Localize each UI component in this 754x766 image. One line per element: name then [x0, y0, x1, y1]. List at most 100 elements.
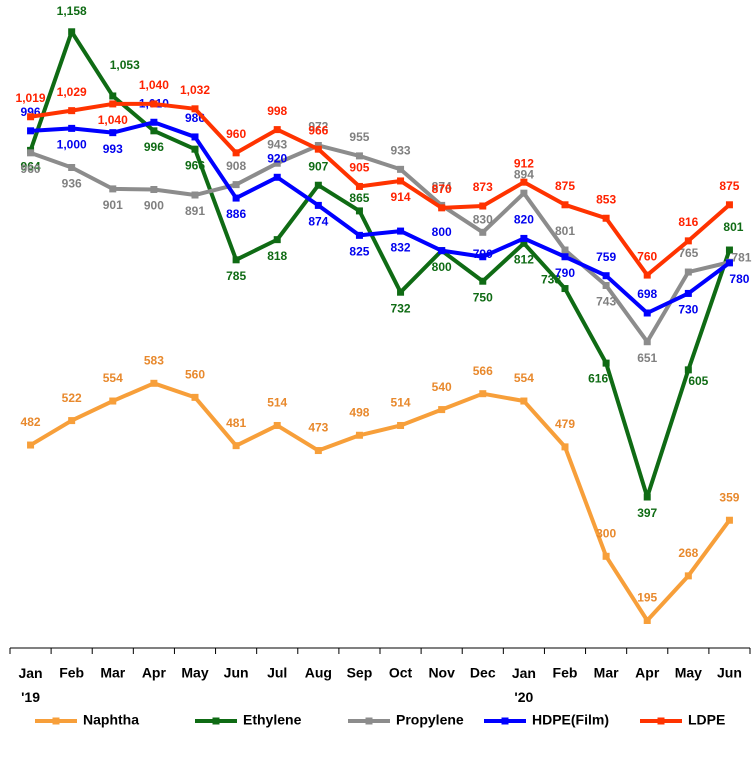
x-tick-label: Jun — [224, 665, 249, 681]
point — [520, 189, 528, 197]
point — [725, 259, 733, 267]
point — [438, 406, 446, 414]
value-label: 874 — [308, 215, 328, 229]
point — [643, 338, 651, 346]
series-line — [29, 143, 730, 344]
value-label: 698 — [637, 287, 657, 301]
point — [561, 246, 569, 254]
point — [684, 289, 692, 297]
value-label: 960 — [21, 162, 41, 176]
point — [314, 145, 322, 153]
value-label: 473 — [308, 421, 328, 435]
legend-label: LDPE — [688, 712, 725, 728]
value-label: 820 — [514, 213, 534, 227]
value-label: 943 — [267, 137, 287, 151]
x-tick-label: Sep — [347, 665, 373, 681]
value-label: 966 — [185, 158, 205, 172]
point — [479, 390, 487, 398]
value-label: 522 — [62, 391, 82, 405]
point — [438, 247, 446, 255]
point — [561, 253, 569, 261]
x-tick-label-line: Jan — [512, 665, 536, 681]
value-label: 912 — [514, 156, 534, 170]
value-label: 583 — [144, 353, 164, 367]
value-label: 1,019 — [16, 91, 46, 105]
value-label: 870 — [432, 182, 452, 196]
value-label: 651 — [637, 351, 657, 365]
value-label: 605 — [688, 374, 708, 388]
point — [602, 359, 610, 367]
point — [191, 145, 199, 153]
value-label: 960 — [226, 127, 246, 141]
x-tick-label: Feb — [553, 665, 578, 681]
x-tick-label: May — [675, 665, 702, 681]
x-tick-label-line: Jan — [18, 665, 42, 681]
point — [397, 165, 405, 173]
value-label: 800 — [432, 225, 452, 239]
point — [520, 234, 528, 242]
x-tick-label: Mar — [594, 665, 619, 681]
value-label: 996 — [144, 140, 164, 154]
point — [479, 277, 487, 285]
value-label: 830 — [473, 212, 493, 226]
point — [150, 100, 158, 108]
point — [355, 152, 363, 160]
value-label: 759 — [596, 250, 616, 264]
point — [68, 164, 76, 172]
value-label: 1,053 — [110, 58, 140, 72]
legend-marker — [52, 717, 60, 725]
x-tick-label: Apr — [635, 665, 660, 681]
value-label: 914 — [391, 190, 411, 204]
value-label: 905 — [349, 161, 369, 175]
point — [602, 552, 610, 560]
series-line — [30, 101, 731, 278]
point — [232, 181, 240, 189]
value-label: 397 — [637, 506, 657, 520]
point — [643, 309, 651, 317]
value-label: 908 — [226, 159, 246, 173]
value-label: 832 — [391, 240, 411, 254]
value-label: 730 — [678, 303, 698, 317]
value-label: 966 — [308, 123, 328, 137]
point — [602, 214, 610, 222]
x-tick-label: Aug — [305, 665, 332, 681]
point — [314, 141, 322, 149]
point — [273, 236, 281, 244]
value-label: 195 — [637, 591, 657, 605]
point — [725, 246, 733, 254]
value-label: 825 — [349, 245, 369, 259]
x-tick-label-line: '20 — [514, 689, 533, 705]
value-label: 891 — [185, 204, 205, 218]
x-tick-label: May — [181, 665, 208, 681]
x-tick-label: Mar — [100, 665, 125, 681]
x-tick-label: Dec — [470, 665, 496, 681]
point — [273, 126, 281, 134]
x-tick-label: Jan '20 — [512, 665, 536, 705]
point — [109, 185, 117, 193]
value-label: 743 — [596, 295, 616, 309]
point — [643, 616, 651, 624]
point — [355, 182, 363, 190]
value-label: 479 — [555, 417, 575, 431]
value-label: 1,029 — [57, 85, 87, 99]
value-label: 875 — [719, 179, 739, 193]
point — [232, 149, 240, 157]
value-label: 801 — [723, 220, 743, 234]
point — [561, 285, 569, 293]
x-tick-label-line: '19 — [21, 689, 40, 705]
value-label: 1,000 — [57, 138, 87, 152]
value-label: 790 — [473, 247, 493, 261]
point — [684, 572, 692, 580]
point — [725, 201, 733, 209]
value-label: 732 — [391, 301, 411, 315]
point — [561, 201, 569, 209]
series-line — [29, 381, 732, 623]
value-label: 933 — [391, 144, 411, 158]
point — [684, 237, 692, 245]
point — [314, 201, 322, 209]
point — [397, 227, 405, 235]
legend-marker — [212, 717, 220, 725]
point — [27, 113, 35, 121]
point — [438, 204, 446, 212]
